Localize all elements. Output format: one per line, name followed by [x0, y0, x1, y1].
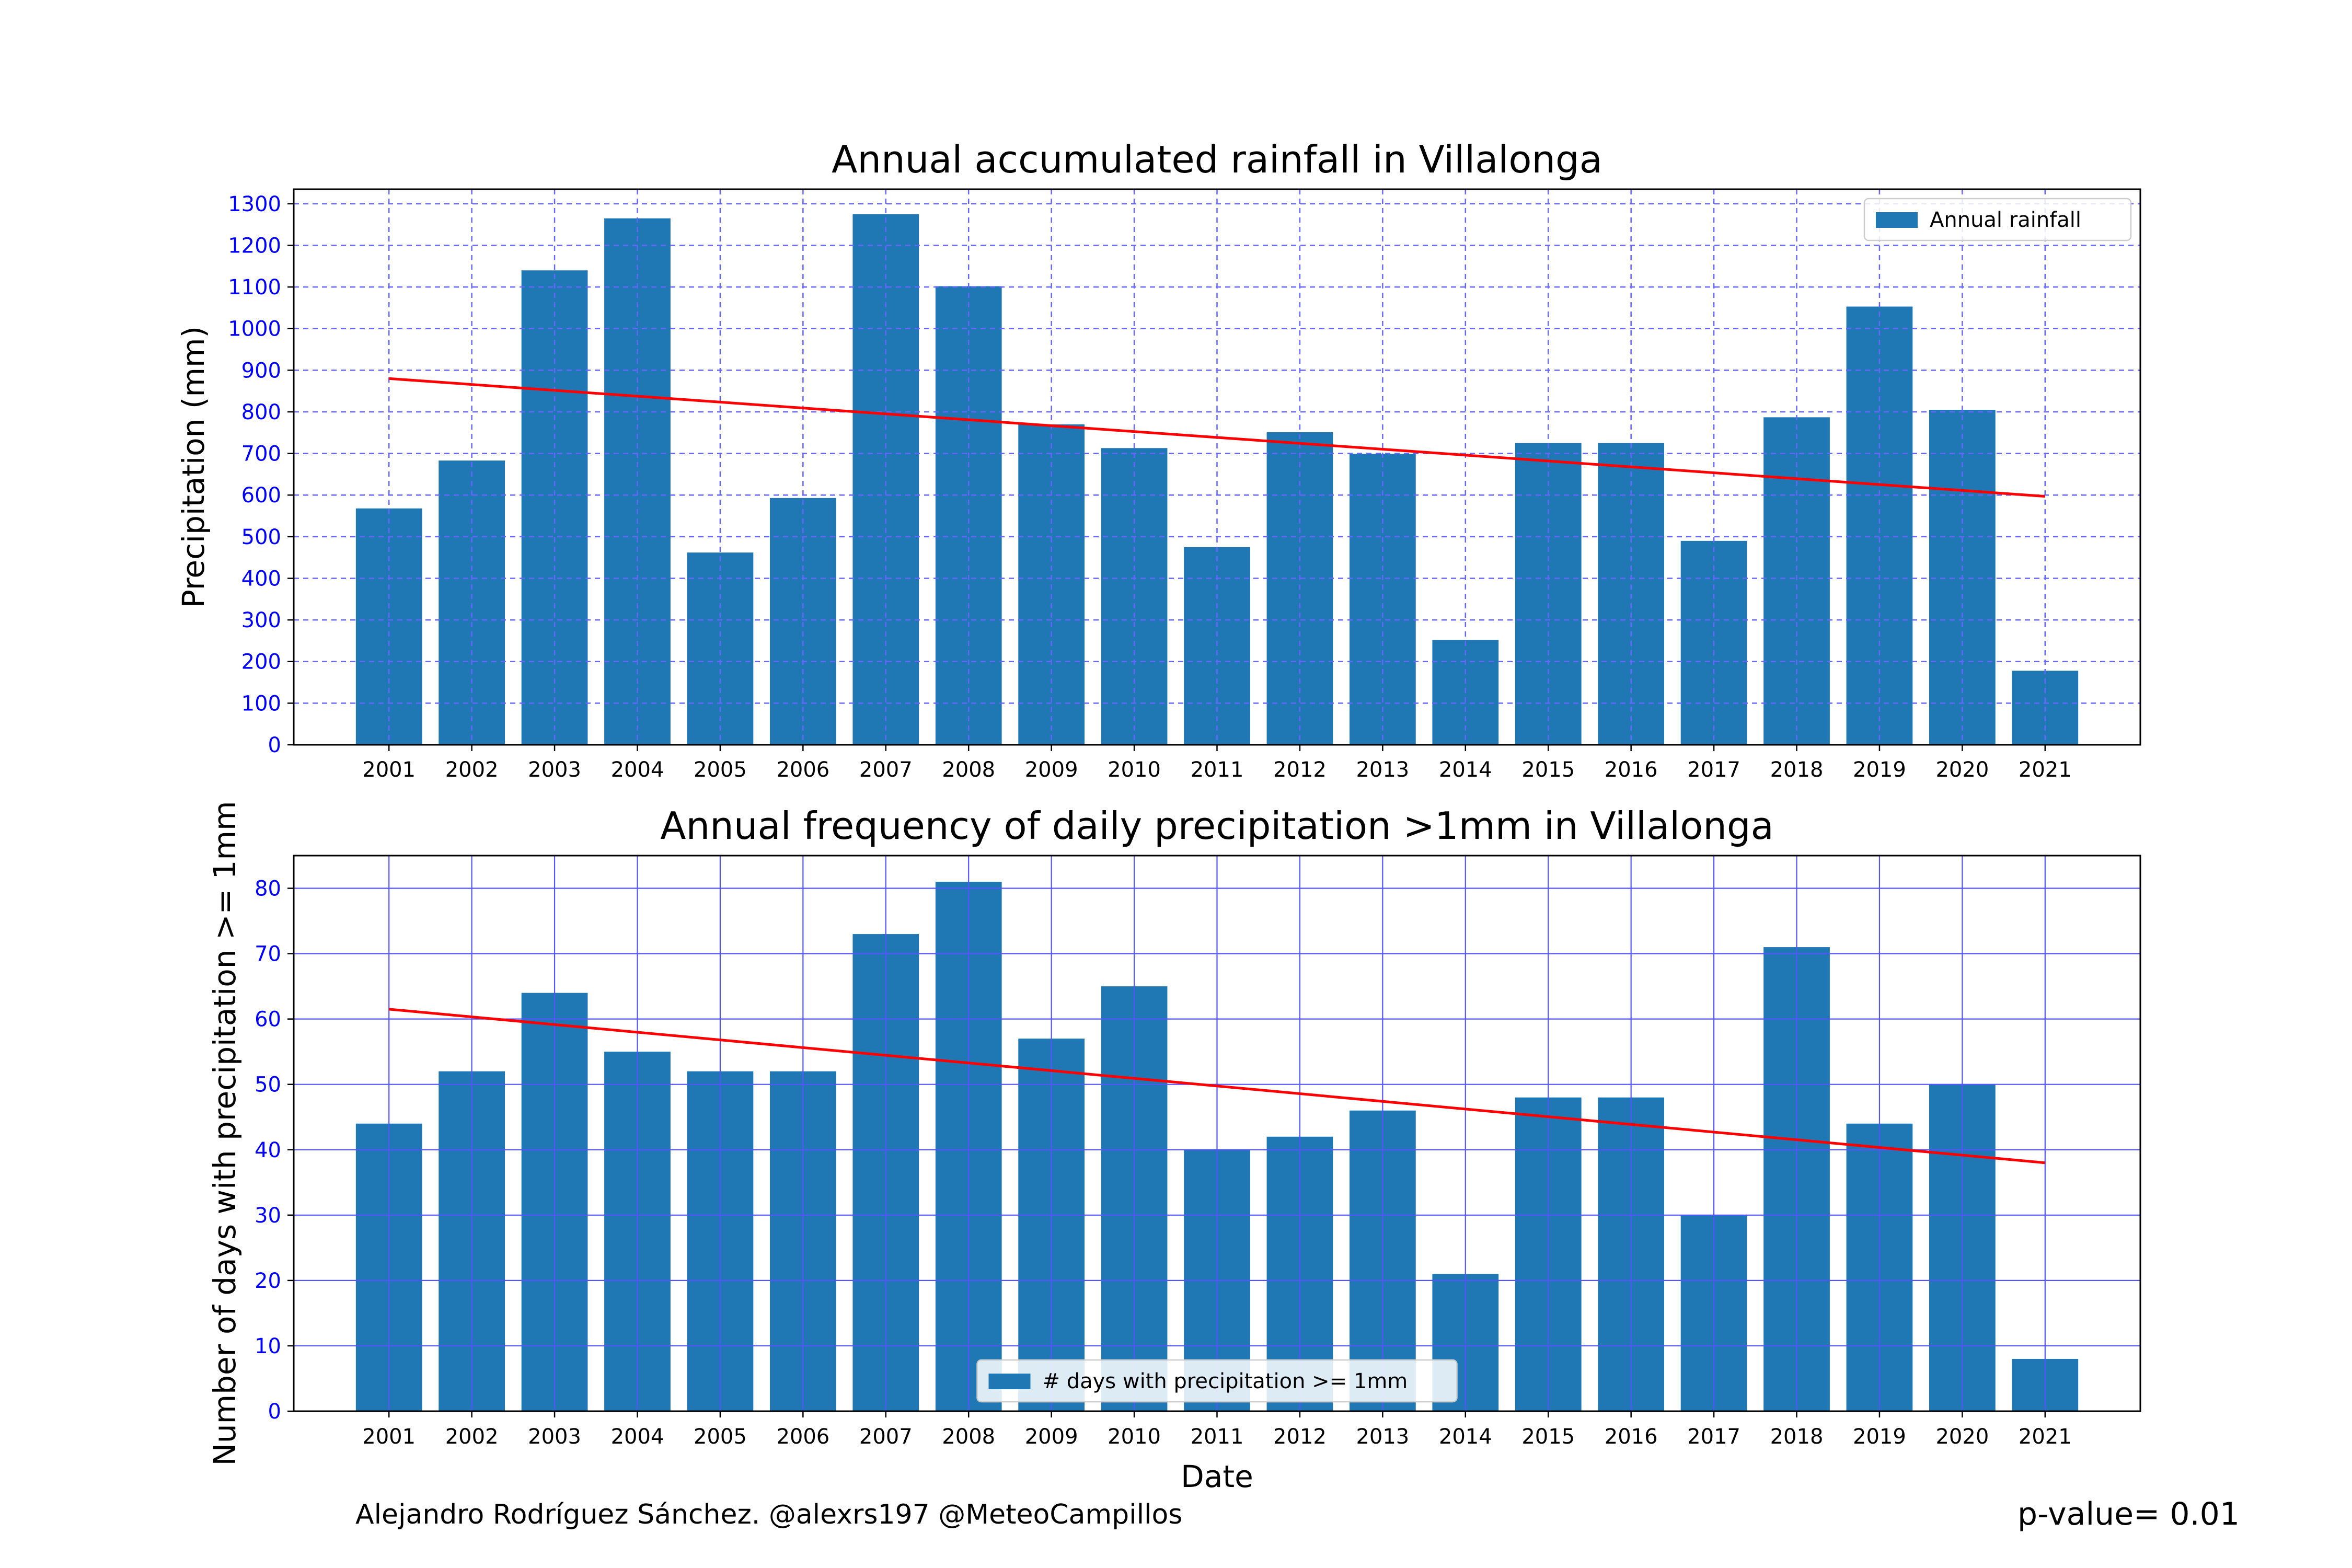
- y-tick-label: 1100: [228, 275, 281, 299]
- y-tick-label: 600: [241, 483, 281, 508]
- x-tick-label: 2016: [1605, 758, 1658, 782]
- y-tick-label: 0: [268, 733, 281, 757]
- x-tick-label: 2011: [1191, 758, 1244, 782]
- x-tick-label: 2013: [1356, 758, 1409, 782]
- x-tick-label: 2019: [1853, 1425, 1906, 1449]
- x-tick-label: 2007: [859, 758, 913, 782]
- legend: # days with precipitation >= 1mm: [976, 1359, 1458, 1403]
- x-tick-label: 2003: [528, 1425, 581, 1449]
- x-tick-label: 2012: [1273, 1425, 1327, 1449]
- x-tick-label: 2020: [1935, 1425, 1989, 1449]
- x-tick-label: 2014: [1439, 1425, 1492, 1449]
- x-tick-label: 2018: [1770, 1425, 1824, 1449]
- y-tick-label: 40: [255, 1138, 281, 1162]
- x-tick-label: 2020: [1935, 758, 1989, 782]
- y-tick-label: 800: [241, 400, 281, 424]
- trend-line: [389, 377, 2045, 498]
- x-tick-label: 2001: [362, 758, 416, 782]
- chart-1: 0 100 200 300 400 500 600 700 800 900 1000 1100 1200…: [176, 137, 2141, 782]
- x-tick-label: 2014: [1439, 758, 1492, 782]
- y-tick-label: 700: [241, 442, 281, 466]
- y-tick-label: 0: [268, 1400, 281, 1424]
- legend-label: Annual rainfall: [1930, 208, 2081, 232]
- chart-2: 0 10 20 30 40 50 60 70 80 2001 2002 2003 2004 2005 200…: [207, 801, 2141, 1494]
- x-tick-label: 2018: [1770, 758, 1824, 782]
- chart-title: Annual frequency of daily precipitation …: [660, 804, 1773, 848]
- legend-box: [1863, 198, 2132, 241]
- x-tick-label: 2021: [2019, 1425, 2072, 1449]
- y-tick-label: 10: [255, 1334, 281, 1358]
- x-tick-label: 2002: [445, 1425, 499, 1449]
- y-tick-label: 1300: [228, 192, 281, 216]
- x-axis-label: Date: [1181, 1459, 1253, 1494]
- trend-line: [388, 1008, 2046, 1165]
- x-tick-label: 2009: [1025, 1425, 1078, 1449]
- x-tick-label: 2002: [445, 758, 499, 782]
- y-tick-label: 70: [255, 942, 281, 966]
- x-tick-label: 2011: [1191, 1425, 1244, 1449]
- y-axis-label: Number of days with precipitation >= 1mm: [207, 801, 243, 1466]
- x-tick-label: 2004: [611, 1425, 664, 1449]
- y-tick-label: 300: [241, 608, 281, 632]
- y-tick-label: 1200: [228, 234, 281, 258]
- x-tick-label: 2021: [2019, 758, 2072, 782]
- x-tick-label: 2009: [1025, 758, 1078, 782]
- chart-title: Annual accumulated rainfall in Villalong…: [832, 137, 1602, 181]
- x-tick-label: 2016: [1605, 1425, 1658, 1449]
- bar-2005: [687, 552, 754, 745]
- y-tick-label: 100: [241, 691, 281, 716]
- legend-label: # days with precipitation >= 1mm: [1043, 1369, 1408, 1393]
- y-tick-label: 30: [255, 1204, 281, 1228]
- x-tick-label: 2006: [776, 1425, 829, 1449]
- x-tick-label: 2010: [1108, 758, 1161, 782]
- p-value-label: p-value= 0.01: [2017, 1496, 2240, 1532]
- x-tick-label: 2006: [776, 758, 829, 782]
- x-tick-label: 2015: [1521, 758, 1575, 782]
- x-tick-label: 2008: [942, 1425, 995, 1449]
- x-tick-label: 2010: [1108, 1425, 1161, 1449]
- y-tick-label: 400: [241, 567, 281, 591]
- x-tick-label: 2017: [1687, 1425, 1740, 1449]
- x-tick-label: 2015: [1521, 1425, 1575, 1449]
- legend-swatch: [988, 1374, 1031, 1389]
- x-tick-label: 2005: [694, 1425, 747, 1449]
- legend-box: [976, 1359, 1458, 1403]
- bar-2008: [935, 286, 1002, 745]
- x-tick-label: 2012: [1273, 758, 1327, 782]
- x-tick-label: 2001: [362, 1425, 416, 1449]
- y-tick-label: 80: [255, 877, 281, 901]
- y-tick-label: 60: [255, 1008, 281, 1032]
- y-axis-label: Precipitation (mm): [176, 326, 211, 608]
- y-tick-label: 20: [255, 1269, 281, 1293]
- x-tick-label: 2007: [859, 1425, 913, 1449]
- legend: Annual rainfall: [1863, 198, 2132, 241]
- y-tick-label: 900: [241, 359, 281, 383]
- legend-swatch: [1876, 212, 1918, 228]
- y-tick-label: 50: [255, 1073, 281, 1097]
- x-tick-label: 2004: [611, 758, 664, 782]
- y-tick-label: 1000: [228, 317, 281, 341]
- x-tick-label: 2017: [1687, 758, 1740, 782]
- x-tick-label: 2008: [942, 758, 995, 782]
- author-credit: Alejandro Rodríguez Sánchez. @alexrs197 …: [355, 1499, 1183, 1530]
- x-tick-label: 2005: [694, 758, 747, 782]
- x-tick-label: 2019: [1853, 758, 1906, 782]
- x-tick-label: 2003: [528, 758, 581, 782]
- y-tick-label: 200: [241, 650, 281, 674]
- x-tick-label: 2013: [1356, 1425, 1409, 1449]
- y-tick-label: 500: [241, 525, 281, 549]
